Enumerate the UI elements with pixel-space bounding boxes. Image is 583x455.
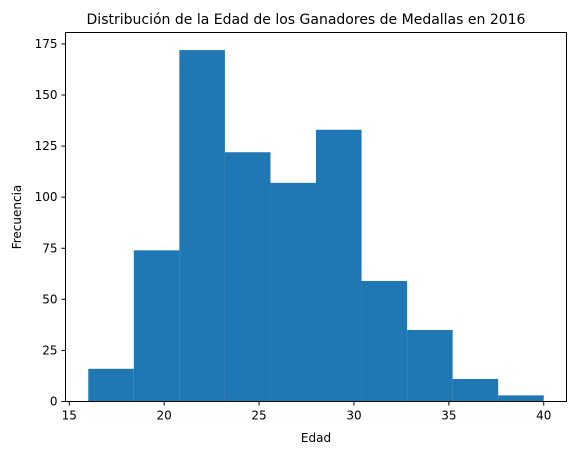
histogram-bar [498,395,544,402]
x-axis-ticks: 15 20 25 30 35 40 [62,401,551,423]
histogram-bar [270,182,316,402]
y-tick-label: 0 [50,395,58,409]
histogram-bar [88,368,134,402]
y-tick-label: 100 [35,190,58,204]
histogram-bar [316,129,362,402]
x-tick-label: 20 [157,409,172,423]
y-tick-label: 150 [35,88,58,102]
x-tick-label: 40 [536,409,551,423]
histogram-bar [179,50,225,402]
y-tick-label: 50 [42,292,57,306]
chart-title: Distribución de la Edad de los Ganadores… [87,12,526,28]
x-tick-label: 15 [62,409,77,423]
y-tick-label: 25 [42,343,57,357]
y-axis-label: Frecuencia [10,185,24,250]
y-axis-ticks: 0 25 50 75 100 125 150 175 [35,37,66,409]
plot-frame [65,32,567,402]
y-tick-label: 75 [42,241,57,255]
x-tick-label: 35 [441,409,456,423]
histogram-bar [407,329,453,402]
histogram-bar [133,250,180,402]
histogram-bar [361,280,408,402]
x-axis-label: Edad [301,431,331,445]
y-tick-label: 175 [35,37,58,51]
histogram-bar [224,152,271,402]
bars-group [88,50,544,402]
histogram-bar [452,379,499,402]
y-tick-label: 125 [35,139,58,153]
x-tick-label: 25 [251,409,266,423]
x-tick-label: 30 [346,409,361,423]
